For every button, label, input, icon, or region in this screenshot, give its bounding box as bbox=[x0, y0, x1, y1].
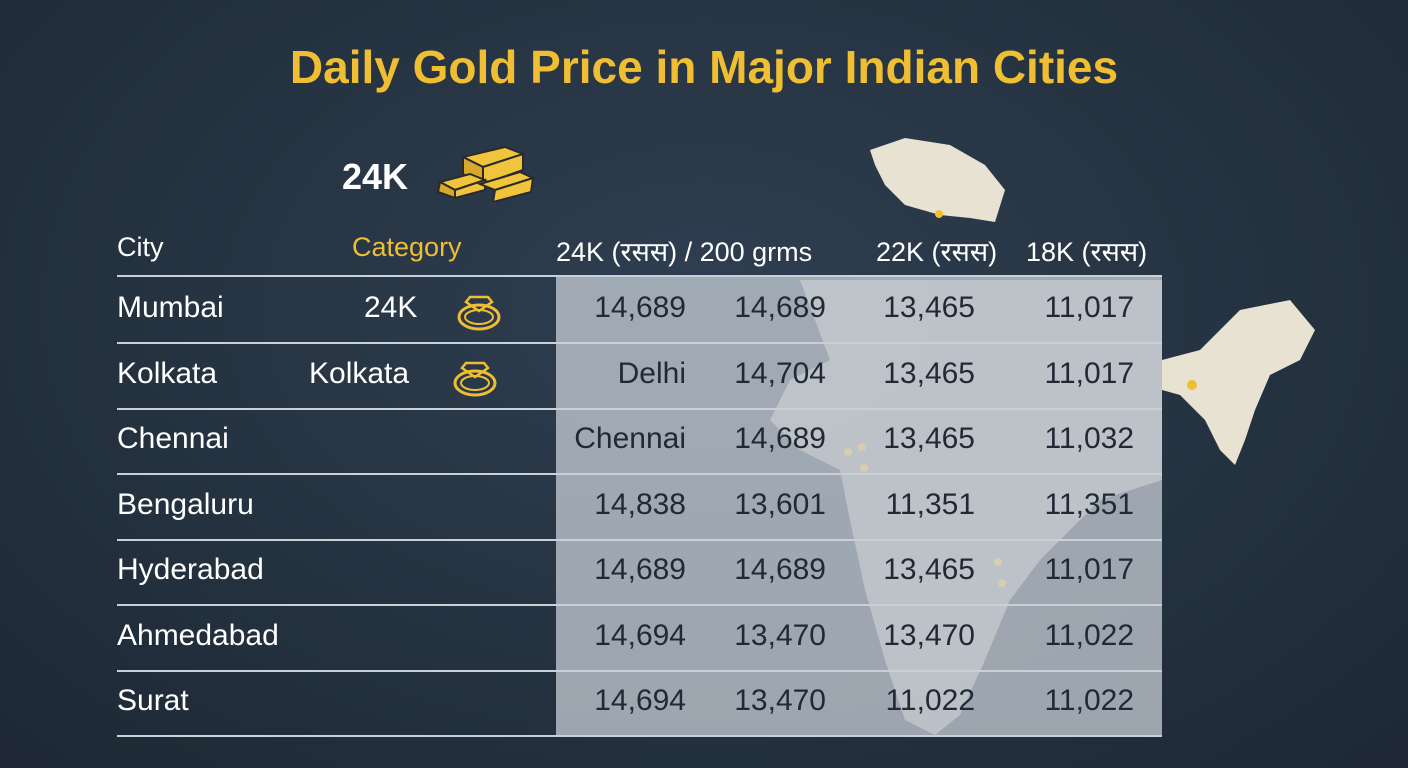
table-row: Mumbai 24K 14,689 14,689 13,465 11,017 bbox=[117, 277, 1162, 344]
badge-label: 24K bbox=[342, 156, 409, 197]
price-cell: 11,017 bbox=[1044, 291, 1134, 324]
city-name: Kolkata bbox=[117, 356, 218, 390]
price-cell: 14,694 bbox=[594, 618, 686, 652]
price-cell: 14,689 bbox=[734, 422, 826, 455]
price-cell: 14,689 bbox=[734, 291, 826, 324]
table-row: Hyderabad 14,689 14,689 13,465 11,017 bbox=[117, 539, 1162, 606]
price-cell: Chennai bbox=[574, 422, 686, 455]
price-cell: 11,022 bbox=[1044, 684, 1134, 717]
price-cell: 11,032 bbox=[1044, 422, 1134, 455]
category-label: Kolkata bbox=[309, 356, 410, 390]
price-cell: 14,838 bbox=[594, 487, 686, 521]
gold-bars-icon bbox=[436, 145, 536, 202]
city-name: Mumbai bbox=[117, 291, 224, 324]
ring-icon bbox=[454, 287, 504, 338]
price-cell: 14,694 bbox=[594, 684, 686, 717]
price-cell: Delhi bbox=[617, 356, 686, 390]
ring-icon bbox=[450, 353, 500, 404]
price-cell: 14,689 bbox=[594, 291, 686, 324]
table-row: Kolkata Kolkata Delhi 14,704 13,465 11,017 bbox=[117, 343, 1162, 410]
price-cell: 11,017 bbox=[1044, 356, 1134, 390]
header-22k: 22K (रसस) bbox=[876, 237, 998, 267]
table-row: Ahmedabad 14,694 13,470 13,470 11,022 bbox=[117, 605, 1162, 672]
city-name: Chennai bbox=[117, 422, 229, 455]
price-panel bbox=[556, 277, 1162, 735]
price-cell: 11,022 bbox=[1044, 618, 1134, 652]
header-18k: 18K (रसस) bbox=[1026, 237, 1148, 267]
city-name: Bengaluru bbox=[117, 487, 254, 521]
price-cell: 11,351 bbox=[1044, 487, 1134, 521]
price-cell: 14,689 bbox=[594, 553, 686, 586]
price-cell: 13,465 bbox=[883, 553, 975, 586]
price-cell: 13,465 bbox=[883, 291, 975, 324]
price-cell: 11,351 bbox=[885, 487, 975, 521]
city-name: Ahmedabad bbox=[117, 618, 279, 652]
price-cell: 13,465 bbox=[883, 422, 975, 455]
price-cell: 11,022 bbox=[885, 684, 975, 717]
price-cell: 13,465 bbox=[883, 356, 975, 390]
price-cell: 13,470 bbox=[883, 618, 975, 652]
header-divider bbox=[117, 275, 1162, 277]
price-cell: 11,017 bbox=[1044, 553, 1134, 586]
price-cell: 14,689 bbox=[734, 553, 826, 586]
page-title: Daily Gold Price in Major Indian Cities bbox=[289, 41, 1119, 93]
header-category: Category bbox=[352, 232, 462, 262]
price-cell: 13,470 bbox=[734, 684, 826, 717]
table-row: Chennai Chennai 14,689 13,465 11,032 bbox=[117, 408, 1162, 475]
price-cell: 13,601 bbox=[734, 487, 826, 521]
header-24k: 24K (रसस) / 200 grms bbox=[556, 237, 813, 267]
city-name: Surat bbox=[117, 684, 189, 717]
price-cell: 14,704 bbox=[734, 356, 826, 390]
price-cell: 13,470 bbox=[734, 618, 826, 652]
city-name: Hyderabad bbox=[117, 553, 264, 586]
table-row: Bengaluru 14,838 13,601 11,351 11,351 bbox=[117, 474, 1162, 541]
header-city: City bbox=[117, 232, 164, 262]
category-label: 24K bbox=[364, 291, 418, 324]
table-row: Surat 14,694 13,470 11,022 11,022 bbox=[117, 670, 1162, 737]
